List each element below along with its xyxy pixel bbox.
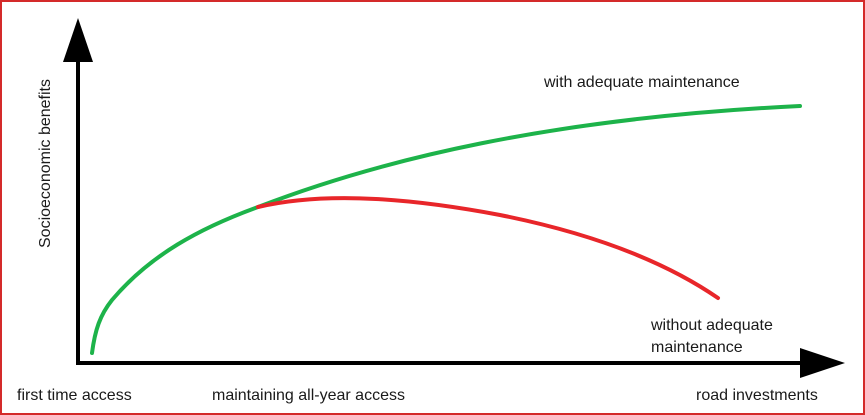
curve-label-without-maintenance-line1: without adequate <box>650 317 773 334</box>
x-label-maintaining-access: maintaining all-year access <box>212 387 405 404</box>
curve-label-without-maintenance-line2: maintenance <box>651 339 743 356</box>
y-axis-arrowhead <box>63 18 93 62</box>
x-axis-arrowhead <box>800 348 845 378</box>
curve-without-maintenance <box>256 196 720 300</box>
x-axis-label: road investments <box>696 387 818 404</box>
y-axis-label: Socioeconomic benefits <box>37 79 54 248</box>
x-label-first-time-access: first time access <box>17 387 132 404</box>
curve-with-maintenance <box>90 104 802 355</box>
curve-label-with-maintenance: with adequate maintenance <box>543 74 740 91</box>
